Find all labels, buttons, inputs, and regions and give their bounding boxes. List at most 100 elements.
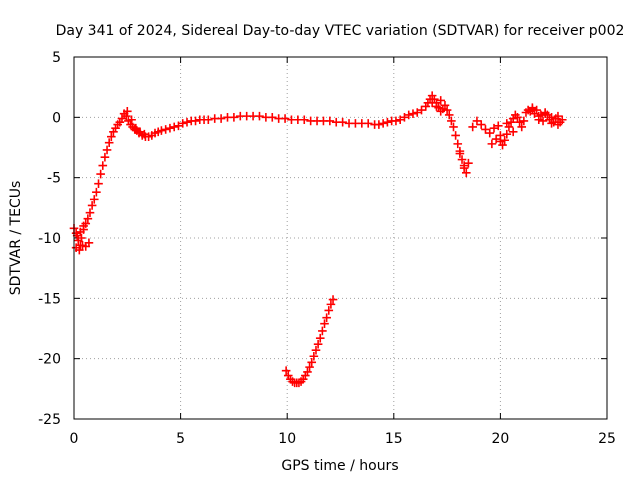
data-point: [303, 367, 312, 377]
data-point: [140, 129, 149, 139]
data-point: [165, 123, 175, 133]
data-point: [309, 351, 319, 361]
data-point: [326, 300, 336, 309]
data-point: [81, 242, 91, 251]
data-point: [538, 116, 548, 126]
data-point: [383, 117, 392, 127]
plot-frame: [73, 56, 608, 420]
y-tick-label: -10: [38, 231, 61, 247]
data-point: [363, 119, 373, 128]
data-point: [427, 98, 437, 108]
data-point: [391, 116, 401, 126]
y-tick-label: -15: [38, 291, 61, 307]
data-point: [515, 117, 524, 127]
y-tick-label: 0: [52, 110, 61, 126]
data-point: [96, 169, 105, 179]
data-point: [150, 128, 160, 138]
data-point: [328, 295, 338, 304]
series-sdtvar: [69, 91, 567, 388]
data-point: [528, 103, 537, 112]
data-point: [500, 135, 509, 145]
data-point: [374, 120, 384, 129]
data-point: [307, 357, 317, 367]
data-point: [453, 139, 463, 149]
data-point: [102, 145, 112, 155]
data-point: [121, 111, 131, 121]
data-point: [485, 128, 495, 138]
data-point: [325, 116, 335, 126]
data-point: [404, 110, 414, 120]
data-point: [157, 126, 166, 135]
data-point: [89, 195, 99, 204]
data-point: [455, 149, 465, 158]
data-point: [408, 109, 418, 119]
data-point: [153, 127, 163, 137]
data-point: [481, 125, 490, 134]
y-tick-label: 5: [52, 50, 61, 66]
data-point: [131, 123, 141, 133]
y-tick-label: -20: [38, 352, 61, 368]
data-point: [440, 100, 450, 110]
data-point: [432, 102, 441, 111]
data-point: [513, 113, 522, 122]
data-point: [191, 116, 200, 126]
data-point: [78, 240, 87, 250]
data-point: [75, 245, 84, 255]
y-tick-label: -5: [47, 171, 61, 187]
data-point: [378, 119, 388, 128]
x-tick-label: 0: [70, 431, 79, 447]
data-point: [502, 119, 512, 128]
data-point: [281, 366, 291, 376]
data-point: [417, 105, 426, 115]
y-tick-label: -25: [38, 412, 61, 428]
x-tick-label: 10: [278, 431, 296, 447]
data-point: [315, 333, 325, 343]
chart-title: Day 341 of 2024, Sidereal Day-to-day VTE…: [56, 23, 625, 39]
data-point: [313, 339, 323, 349]
data-point: [553, 120, 563, 129]
data-point: [320, 319, 329, 328]
data-point: [169, 122, 179, 132]
data-point: [305, 362, 314, 372]
data-point: [161, 125, 170, 134]
data-point: [204, 115, 213, 125]
data-point: [87, 201, 97, 210]
data-point: [502, 129, 512, 139]
data-point: [442, 105, 452, 115]
x-tick-label: 25: [598, 431, 616, 447]
tick-labels: 0 5 10 15 20 25 -25 -20 -15 -10 -5 0 5: [38, 50, 616, 447]
data-point: [182, 117, 192, 127]
data-point: [123, 107, 132, 116]
data-point: [459, 161, 469, 170]
data-point: [104, 138, 114, 147]
data-point: [476, 120, 486, 129]
data-point: [508, 127, 518, 137]
data-point: [92, 187, 101, 197]
x-tick-label: 20: [491, 431, 509, 447]
data-point: [449, 122, 458, 132]
data-point: [468, 122, 477, 132]
data-point: [299, 115, 309, 125]
data-point: [338, 117, 347, 127]
data-point: [178, 119, 188, 128]
data-point: [487, 139, 497, 149]
data-point: [229, 113, 239, 122]
data-point: [94, 179, 103, 188]
data-point: [547, 113, 556, 122]
data-point: [517, 122, 527, 132]
data-point: [472, 116, 482, 126]
data-point: [255, 111, 264, 121]
data-point: [216, 114, 226, 123]
data-point: [127, 115, 136, 125]
data-point: [324, 306, 334, 315]
data-point: [534, 115, 544, 125]
x-axis-title: GPS time / hours: [281, 458, 398, 474]
data-point: [519, 116, 529, 126]
data-point: [107, 132, 116, 141]
data-point: [100, 152, 110, 162]
data-point: [76, 227, 85, 237]
data-point: [457, 155, 467, 164]
data-point: [85, 208, 95, 217]
y-axis-title: SDTVAR / TECUs: [8, 181, 24, 296]
